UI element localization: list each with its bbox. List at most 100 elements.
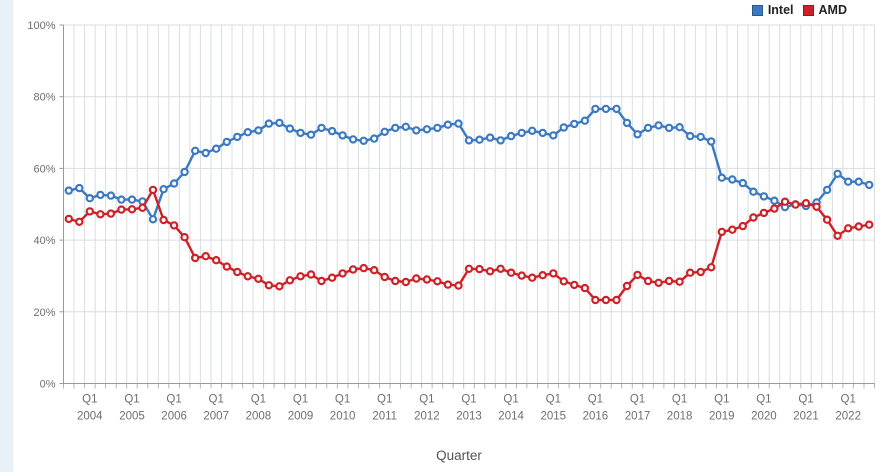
intel-data-point[interactable] (380, 127, 389, 136)
intel-data-point[interactable] (643, 123, 653, 133)
amd-data-point[interactable] (169, 221, 179, 230)
intel-data-point[interactable] (159, 184, 168, 194)
intel-data-point[interactable] (759, 192, 769, 201)
amd-data-point[interactable] (275, 282, 284, 291)
intel-data-point[interactable] (433, 123, 442, 133)
intel-data-point[interactable] (275, 118, 284, 128)
intel-data-point[interactable] (770, 196, 779, 205)
amd-data-point[interactable] (96, 210, 105, 219)
intel-data-point[interactable] (285, 124, 295, 133)
intel-data-point[interactable] (664, 123, 674, 133)
amd-data-point[interactable] (443, 280, 453, 289)
intel-data-point[interactable] (622, 118, 632, 128)
amd-data-point[interactable] (854, 222, 863, 231)
intel-data-point[interactable] (822, 185, 832, 195)
intel-data-point[interactable] (738, 178, 748, 188)
amd-data-point[interactable] (138, 203, 147, 212)
amd-data-point[interactable] (327, 273, 337, 282)
intel-data-point[interactable] (306, 130, 316, 139)
amd-data-point[interactable] (549, 269, 558, 278)
legend-item-amd[interactable]: AMD (802, 3, 847, 17)
amd-data-point[interactable] (570, 280, 579, 290)
amd-data-point[interactable] (106, 209, 116, 218)
intel-data-point[interactable] (75, 183, 84, 193)
intel-data-point[interactable] (401, 122, 410, 132)
intel-data-point[interactable] (190, 146, 200, 155)
intel-data-point[interactable] (612, 104, 621, 114)
intel-data-point[interactable] (148, 215, 158, 224)
amd-data-point[interactable] (612, 295, 621, 305)
amd-data-point[interactable] (633, 270, 642, 280)
intel-data-point[interactable] (201, 148, 210, 158)
amd-data-point[interactable] (707, 263, 716, 272)
amd-data-point[interactable] (475, 264, 484, 274)
intel-data-point[interactable] (359, 136, 368, 145)
intel-data-point[interactable] (570, 119, 579, 129)
amd-data-point[interactable] (306, 270, 316, 279)
amd-data-point[interactable] (664, 276, 674, 286)
amd-data-point[interactable] (812, 202, 821, 211)
intel-data-point[interactable] (422, 125, 432, 134)
amd-data-point[interactable] (75, 217, 84, 226)
intel-data-point[interactable] (338, 131, 347, 140)
intel-data-point[interactable] (854, 177, 863, 186)
amd-data-point[interactable] (622, 281, 632, 291)
intel-data-point[interactable] (317, 123, 326, 133)
amd-data-point[interactable] (643, 276, 653, 286)
intel-data-point[interactable] (296, 128, 305, 138)
intel-data-point[interactable] (549, 131, 558, 140)
amd-data-point[interactable] (401, 277, 410, 287)
intel-data-point[interactable] (233, 132, 242, 142)
amd-data-point[interactable] (580, 283, 590, 293)
intel-data-point[interactable] (728, 175, 737, 184)
amd-data-point[interactable] (591, 295, 600, 305)
intel-data-point[interactable] (675, 122, 684, 132)
legend-item-intel[interactable]: Intel (751, 3, 794, 17)
amd-data-point[interactable] (285, 276, 295, 285)
amd-data-point[interactable] (506, 268, 516, 277)
intel-data-point[interactable] (580, 116, 590, 125)
amd-data-point[interactable] (433, 277, 442, 286)
amd-data-point[interactable] (348, 265, 358, 274)
amd-data-point[interactable] (359, 263, 368, 273)
amd-data-point[interactable] (391, 276, 400, 286)
intel-data-point[interactable] (85, 193, 95, 203)
amd-data-point[interactable] (654, 278, 663, 287)
amd-data-point[interactable] (686, 268, 695, 277)
amd-data-point[interactable] (180, 232, 189, 242)
intel-data-point[interactable] (633, 130, 642, 139)
amd-data-point[interactable] (85, 207, 95, 216)
intel-data-point[interactable] (844, 177, 853, 186)
amd-data-point[interactable] (833, 231, 842, 240)
amd-data-point[interactable] (791, 200, 800, 209)
amd-data-point[interactable] (117, 205, 126, 214)
amd-data-point[interactable] (254, 274, 263, 283)
intel-data-point[interactable] (96, 190, 105, 200)
intel-data-point[interactable] (64, 186, 74, 195)
amd-data-point[interactable] (738, 221, 748, 231)
intel-data-point[interactable] (391, 123, 400, 133)
intel-data-point[interactable] (485, 133, 495, 142)
amd-data-point[interactable] (211, 256, 221, 265)
intel-data-point[interactable] (717, 173, 727, 182)
amd-data-point[interactable] (370, 266, 379, 275)
intel-data-point[interactable] (454, 119, 463, 128)
intel-data-point[interactable] (222, 137, 231, 147)
intel-data-point[interactable] (833, 169, 842, 178)
amd-data-point[interactable] (233, 267, 242, 277)
intel-data-point[interactable] (180, 167, 189, 177)
intel-data-point[interactable] (169, 179, 179, 188)
amd-data-point[interactable] (801, 198, 811, 208)
amd-data-point[interactable] (264, 281, 274, 290)
amd-data-point[interactable] (844, 224, 853, 233)
amd-data-point[interactable] (243, 272, 252, 281)
intel-data-point[interactable] (370, 134, 379, 143)
amd-data-point[interactable] (64, 214, 74, 224)
intel-data-point[interactable] (559, 123, 569, 132)
amd-data-point[interactable] (496, 264, 505, 273)
intel-data-point[interactable] (327, 126, 337, 136)
amd-data-point[interactable] (728, 225, 737, 234)
intel-data-point[interactable] (106, 191, 116, 200)
amd-data-point[interactable] (296, 272, 305, 281)
